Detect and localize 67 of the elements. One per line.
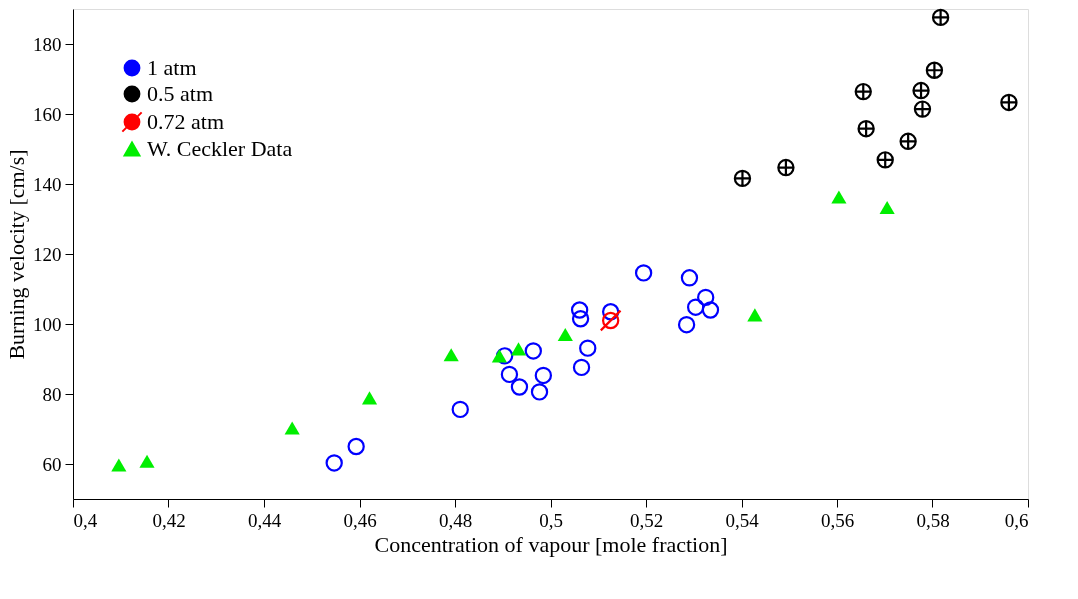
point: [701, 301, 720, 319]
point: [599, 309, 622, 332]
y-tick-label: 100: [33, 313, 62, 335]
point: [557, 327, 573, 342]
point: [747, 308, 763, 322]
x-tick-label: 0,6: [1004, 509, 1029, 531]
point: [1000, 93, 1018, 112]
x-axis-title: Concentration of vapour [mole fraction]: [374, 531, 728, 557]
x-tick-label: 0,44: [247, 509, 282, 531]
x-tick-label: 0,4: [73, 509, 98, 531]
point: [913, 100, 932, 118]
x-tick-label: 0,52: [629, 509, 664, 531]
y-tick-label: 140: [33, 173, 62, 195]
x-tick-label: 0,46: [343, 509, 377, 531]
point: [912, 81, 930, 100]
point: [931, 8, 950, 27]
x-tick-label: 0,5: [539, 509, 563, 531]
point: [500, 365, 519, 384]
point: [879, 200, 895, 215]
point: [677, 316, 696, 334]
point: [857, 120, 875, 138]
y-tick-label: 120: [33, 243, 62, 265]
point: [495, 347, 514, 365]
point: [570, 301, 589, 319]
point: [733, 169, 752, 188]
point: [634, 264, 653, 282]
point: [697, 288, 715, 307]
point: [854, 82, 872, 101]
point: [451, 400, 469, 419]
legend-label: 0.72 atm: [147, 109, 224, 134]
point: [680, 269, 699, 287]
point: [139, 454, 155, 468]
point: [284, 421, 300, 435]
point: [491, 349, 507, 363]
point: [510, 342, 527, 356]
y-tick-label: 180: [33, 33, 62, 55]
point: [925, 61, 944, 79]
point: [111, 458, 127, 472]
point: [443, 348, 459, 362]
legend-label: W. Ceckler Data: [147, 136, 293, 161]
y-tick-label: 60: [42, 453, 62, 475]
point: [325, 454, 343, 472]
legend-label: 0.5 atm: [147, 81, 213, 106]
x-tick-label: 0,56: [820, 509, 855, 531]
point: [530, 383, 549, 401]
x-tick-label: 0,58: [916, 509, 950, 531]
point: [347, 437, 365, 456]
point: [524, 342, 542, 360]
point: [601, 303, 620, 321]
point: [534, 366, 553, 385]
point: [831, 190, 847, 204]
point: [572, 358, 591, 377]
y-tick-label: 160: [33, 103, 62, 125]
point: [571, 310, 590, 328]
x-tick-label: 0,42: [152, 509, 186, 531]
y-tick-label: 80: [42, 383, 62, 405]
x-tick-label: 0,48: [438, 509, 473, 531]
point: [686, 298, 705, 316]
x-tick-label: 0,54: [725, 509, 760, 531]
legend-label: 1 atm: [147, 55, 197, 80]
point: [777, 158, 795, 177]
y-axis-title: Burning velocity [cm/s]: [4, 149, 29, 360]
point: [899, 132, 917, 150]
point: [876, 151, 894, 169]
point: [510, 378, 529, 396]
point: [579, 339, 597, 357]
point: [361, 391, 378, 405]
